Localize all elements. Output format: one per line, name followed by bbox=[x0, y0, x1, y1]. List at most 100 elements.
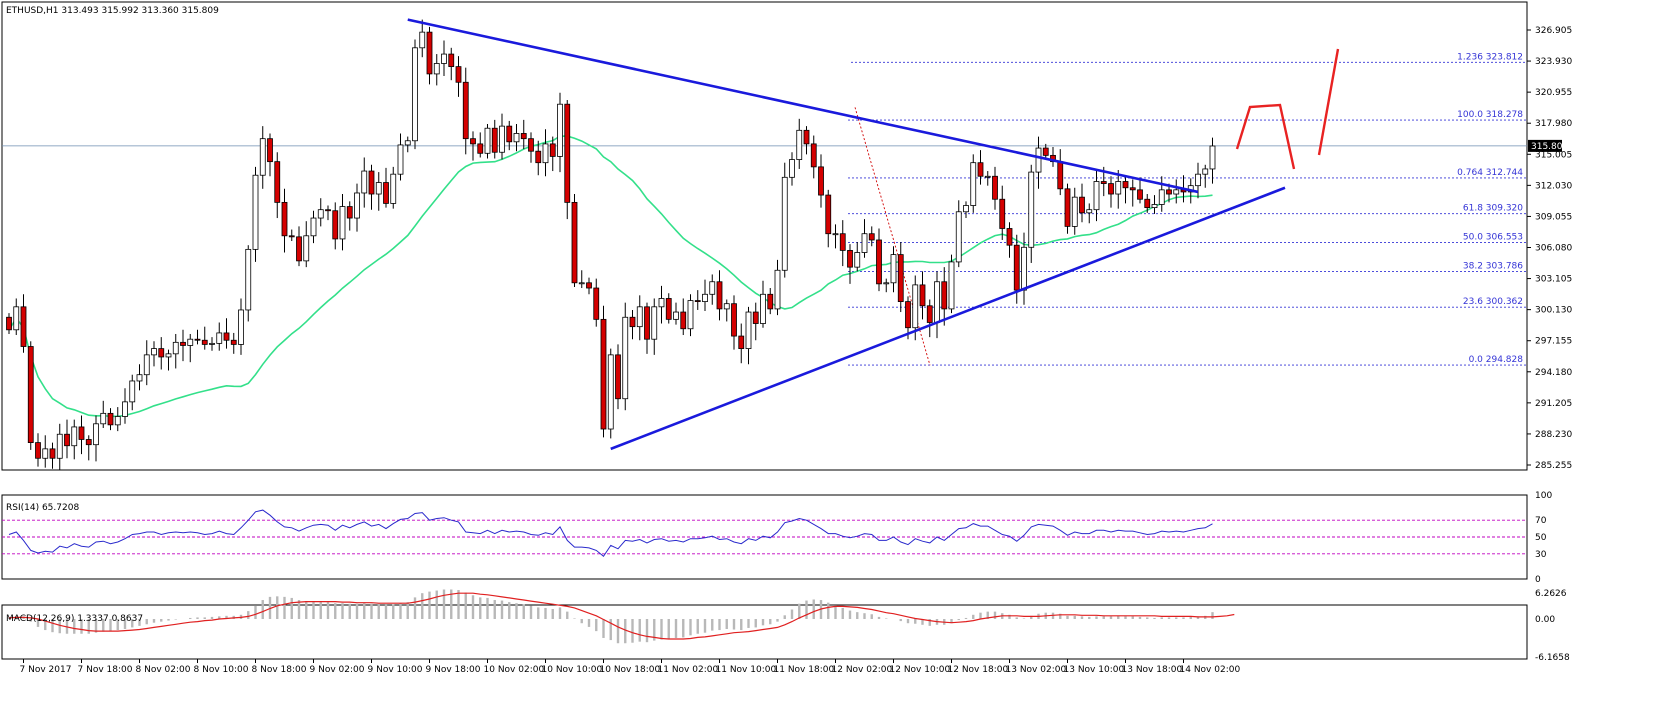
macd-tick-label: 6.2626 bbox=[1535, 589, 1567, 599]
price-tick-label: 326.905 bbox=[1535, 26, 1572, 36]
candle-body bbox=[868, 233, 875, 241]
symbol-header: ETHUSD,H1 313.493 315.992 313.360 315.80… bbox=[6, 6, 219, 16]
candle-body bbox=[491, 127, 498, 153]
candle-body bbox=[245, 248, 252, 311]
candle-body bbox=[513, 133, 520, 143]
macd-label: MACD(12,26,9) 1.3337 0.8637 bbox=[6, 614, 143, 624]
candle-body bbox=[702, 293, 708, 303]
x-tick-label: 9 Nov 02:00 bbox=[310, 665, 365, 675]
candle-body bbox=[1202, 168, 1209, 175]
candle-body bbox=[818, 166, 824, 196]
ascending-trendline bbox=[610, 186, 1286, 451]
candle-body bbox=[854, 252, 861, 268]
candle-body bbox=[187, 338, 194, 346]
x-tick-label: 7 Nov 2017 bbox=[20, 665, 72, 675]
candle-body bbox=[615, 354, 621, 400]
candle-body bbox=[745, 311, 752, 349]
candle-body bbox=[803, 129, 810, 145]
projection-path-1 bbox=[1235, 103, 1296, 170]
price-tick-label: 291.205 bbox=[1535, 399, 1572, 409]
candle-body bbox=[238, 309, 244, 345]
fib-level-label: 50.0 306.553 bbox=[1463, 233, 1523, 243]
candle-body bbox=[296, 236, 302, 262]
candle-body bbox=[578, 282, 585, 285]
rsi-tick-label: 0 bbox=[1535, 575, 1541, 585]
candle-body bbox=[1115, 181, 1122, 195]
price-tick-label: 294.180 bbox=[1535, 368, 1572, 378]
candle-body bbox=[223, 332, 230, 341]
candle-body bbox=[861, 233, 868, 253]
rsi-tick-label: 30 bbox=[1535, 550, 1547, 560]
candle-body bbox=[151, 348, 157, 356]
candle-body bbox=[13, 306, 20, 331]
candle-body bbox=[644, 306, 650, 340]
fib-level-label: 100.0 318.278 bbox=[1457, 110, 1523, 120]
candle-body bbox=[1093, 181, 1100, 211]
candle-body bbox=[810, 143, 817, 168]
candle-body bbox=[448, 53, 455, 68]
candle-body bbox=[317, 209, 324, 219]
candle-body bbox=[622, 316, 629, 400]
price-tick-label: 306.080 bbox=[1535, 244, 1572, 254]
candle-body bbox=[977, 162, 984, 177]
candle-body bbox=[767, 293, 774, 310]
candle-body bbox=[839, 233, 846, 251]
candle-body bbox=[919, 284, 926, 307]
x-tick-label: 8 Nov 18:00 bbox=[252, 665, 307, 675]
candle-body bbox=[1137, 189, 1143, 200]
candle-body bbox=[738, 335, 745, 349]
candle-body bbox=[136, 374, 143, 382]
projection-path-2 bbox=[1317, 48, 1340, 156]
candle-body bbox=[1013, 244, 1020, 291]
x-tick-label: 12 Nov 10:00 bbox=[890, 665, 951, 675]
candle-body bbox=[825, 194, 832, 235]
fib-level-label: 0.0 294.828 bbox=[1469, 355, 1524, 365]
candle-body bbox=[274, 161, 281, 203]
price-tick-label: 317.980 bbox=[1535, 119, 1572, 129]
candle-body bbox=[93, 423, 99, 446]
price-tick-label: 288.230 bbox=[1535, 430, 1572, 440]
candle-body bbox=[499, 125, 505, 153]
fib-level-label: 38.2 303.786 bbox=[1463, 261, 1523, 271]
descending-trendline bbox=[407, 18, 1199, 194]
candle-body bbox=[201, 339, 208, 345]
candle-body bbox=[27, 346, 34, 443]
candle-body bbox=[963, 205, 969, 213]
candle-body bbox=[1144, 198, 1151, 209]
candle-body bbox=[1071, 196, 1078, 227]
candle-body bbox=[6, 316, 12, 331]
price-tick-label: 320.955 bbox=[1535, 88, 1572, 98]
candle-body bbox=[42, 448, 49, 459]
macd-tick-label: 0.00 bbox=[1535, 615, 1555, 625]
x-tick-label: 8 Nov 10:00 bbox=[194, 665, 249, 675]
candle-body bbox=[1122, 181, 1129, 189]
candle-body bbox=[194, 338, 201, 341]
candle-body bbox=[267, 138, 273, 163]
price-tick-label: 312.030 bbox=[1535, 181, 1572, 191]
candle-body bbox=[288, 235, 295, 238]
candle-body bbox=[694, 300, 701, 303]
price-tick-label: 300.130 bbox=[1535, 306, 1572, 316]
candle-body bbox=[1129, 187, 1136, 191]
candle-body bbox=[281, 201, 288, 237]
candle-body bbox=[122, 401, 128, 417]
candle-body bbox=[1021, 246, 1027, 291]
candle-body bbox=[723, 303, 730, 310]
candle-body bbox=[346, 206, 353, 219]
x-tick-label: 14 Nov 02:00 bbox=[1180, 665, 1241, 675]
fib-level-label: 23.6 300.362 bbox=[1463, 297, 1523, 307]
candle-body bbox=[789, 159, 795, 178]
x-tick-label: 9 Nov 18:00 bbox=[426, 665, 481, 675]
candle-body bbox=[1028, 171, 1035, 248]
candle-body bbox=[752, 311, 759, 324]
candle-body bbox=[252, 174, 259, 250]
candle-body bbox=[339, 206, 346, 240]
candle-body bbox=[1158, 189, 1165, 205]
candle-body bbox=[934, 281, 940, 323]
candle-body bbox=[64, 433, 70, 447]
candle-body bbox=[1209, 145, 1216, 170]
candle-body bbox=[303, 235, 310, 262]
candle-body bbox=[636, 306, 643, 328]
candle-body bbox=[49, 448, 56, 459]
